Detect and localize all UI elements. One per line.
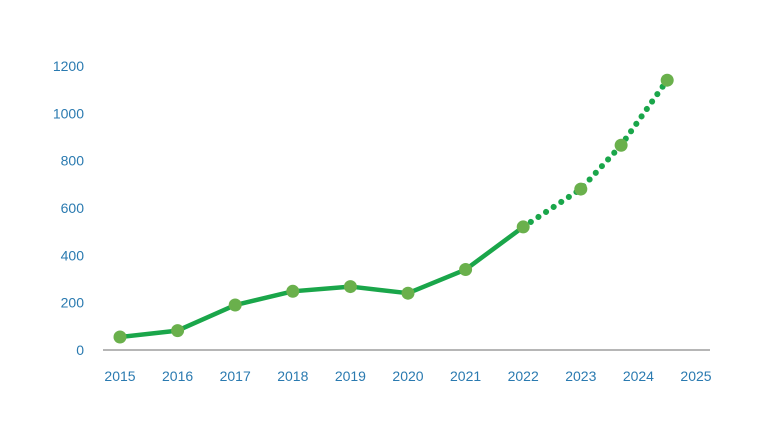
x-tick-label: 2023 [565, 368, 596, 384]
series-line-solid [117, 224, 526, 340]
x-tick-label: 2016 [162, 368, 193, 384]
y-tick-label: 200 [61, 295, 85, 311]
x-tick-label: 2022 [508, 368, 539, 384]
x-tick-label: 2024 [623, 368, 654, 384]
x-tick-label: 2018 [277, 368, 308, 384]
y-tick-label: 400 [61, 247, 85, 263]
data-point [228, 298, 242, 312]
y-tick-label: 800 [61, 153, 85, 169]
x-tick-label: 2015 [104, 368, 135, 384]
x-tick-label: 2017 [220, 368, 251, 384]
y-tick-label: 1200 [53, 58, 84, 74]
x-tick-label: 2020 [392, 368, 423, 384]
y-tick-label: 0 [76, 342, 84, 358]
data-point [516, 220, 530, 234]
data-point [459, 263, 473, 277]
y-tick-label: 1000 [53, 105, 84, 121]
series-line-dotted [520, 77, 671, 230]
data-point [574, 182, 588, 196]
data-point [286, 284, 300, 298]
y-tick-label: 600 [61, 200, 85, 216]
data-point [113, 330, 127, 344]
x-tick-label: 2019 [335, 368, 366, 384]
data-point [343, 280, 357, 294]
data-point [660, 73, 674, 87]
data-point [614, 138, 628, 152]
x-tick-label: 2025 [680, 368, 711, 384]
data-point [401, 286, 415, 300]
x-tick-label: 2021 [450, 368, 481, 384]
data-point [171, 324, 185, 338]
